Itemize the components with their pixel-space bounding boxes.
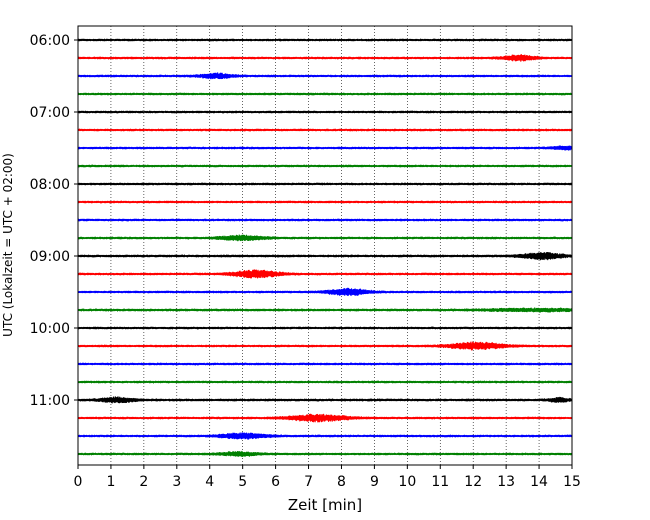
x-tick-label: 7 [304, 474, 313, 490]
x-tick-label: 14 [530, 474, 548, 490]
x-tick-label: 11 [431, 474, 449, 490]
seismic-trace [77, 396, 573, 404]
y-tick-label: 08:00 [30, 177, 70, 193]
seismic-trace [77, 200, 573, 204]
y-tick-label: 09:00 [30, 249, 70, 265]
x-tick-label: 9 [370, 474, 379, 490]
seismic-trace [77, 341, 573, 351]
seismic-trace [77, 432, 573, 440]
x-tick-label: 0 [74, 474, 83, 490]
seismic-trace [77, 164, 573, 168]
x-tick-label: 2 [139, 474, 148, 490]
seismic-trace [77, 72, 573, 80]
seismic-trace [77, 269, 573, 279]
seismic-trace [77, 326, 573, 330]
seismic-trace [77, 234, 573, 242]
seismic-trace [77, 145, 573, 151]
x-tick-label: 13 [497, 474, 515, 490]
trace-group [77, 38, 573, 458]
y-axis-title: UTC (Lokalzeit = UTC + 02:00) [1, 153, 15, 337]
y-tick-label: 07:00 [30, 105, 70, 121]
x-tick-label: 15 [563, 474, 581, 490]
seismic-trace [77, 218, 573, 222]
x-tick-label: 3 [172, 474, 181, 490]
seismic-trace [77, 413, 573, 423]
grid-lines [110, 26, 540, 465]
x-axis-ticks: 0 1 2 3 4 5 6 7 8 9 10 11 12 13 14 15 [74, 465, 581, 490]
seismic-trace [77, 362, 573, 366]
seismic-trace [77, 92, 573, 96]
x-axis-title: Zeit [min] [288, 496, 362, 514]
seismic-trace [77, 251, 573, 261]
plot-background [78, 26, 572, 465]
y-axis-ticks: 06:00 07:00 08:00 09:00 10:00 11:00 [30, 33, 78, 409]
seismic-trace [77, 110, 573, 114]
x-tick-label: 8 [337, 474, 346, 490]
x-tick-label: 12 [464, 474, 482, 490]
x-tick-label: 10 [398, 474, 416, 490]
y-tick-label: 11:00 [30, 393, 70, 409]
seismic-trace [77, 128, 573, 132]
x-tick-label: 1 [106, 474, 115, 490]
y-tick-label: 06:00 [30, 33, 70, 49]
seismic-trace [77, 307, 573, 313]
x-tick-label: 4 [205, 474, 214, 490]
seismic-trace [77, 450, 573, 458]
seismic-trace [77, 54, 573, 62]
seismic-trace [77, 38, 573, 42]
plot-frame [77, 25, 573, 466]
seismic-trace [77, 380, 573, 384]
x-tick-label: 6 [271, 474, 280, 490]
x-tick-label: 5 [238, 474, 247, 490]
seismic-trace [77, 287, 573, 297]
y-tick-label: 10:00 [30, 321, 70, 337]
seismic-trace [77, 182, 573, 186]
